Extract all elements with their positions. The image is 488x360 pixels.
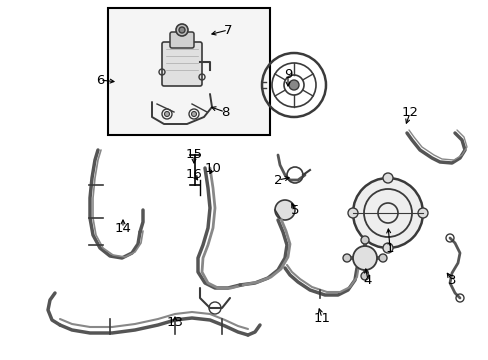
Circle shape <box>191 112 196 117</box>
FancyBboxPatch shape <box>170 32 194 48</box>
Text: 4: 4 <box>363 274 371 287</box>
Circle shape <box>360 236 368 244</box>
Circle shape <box>342 254 350 262</box>
Circle shape <box>382 173 392 183</box>
Text: 14: 14 <box>114 221 131 234</box>
Text: 9: 9 <box>283 68 292 81</box>
Text: 8: 8 <box>221 105 229 118</box>
Text: 12: 12 <box>401 107 418 120</box>
Circle shape <box>417 208 427 218</box>
Text: 3: 3 <box>447 274 455 287</box>
Circle shape <box>179 27 184 33</box>
Circle shape <box>347 208 357 218</box>
Text: 2: 2 <box>273 174 282 186</box>
Circle shape <box>352 178 422 248</box>
Text: 7: 7 <box>224 23 232 36</box>
Text: 15: 15 <box>185 148 202 162</box>
Text: 13: 13 <box>166 315 183 328</box>
Bar <box>108 8 269 135</box>
Circle shape <box>360 272 368 280</box>
Text: 6: 6 <box>96 73 104 86</box>
Text: 10: 10 <box>204 162 221 175</box>
Circle shape <box>352 246 376 270</box>
Text: 5: 5 <box>290 203 299 216</box>
Circle shape <box>274 200 294 220</box>
Text: 1: 1 <box>385 242 393 255</box>
Text: 11: 11 <box>313 311 330 324</box>
Circle shape <box>164 112 169 117</box>
Circle shape <box>382 243 392 253</box>
Text: 16: 16 <box>185 168 202 181</box>
FancyBboxPatch shape <box>162 42 202 86</box>
Circle shape <box>288 80 298 90</box>
Circle shape <box>378 254 386 262</box>
Circle shape <box>176 24 187 36</box>
